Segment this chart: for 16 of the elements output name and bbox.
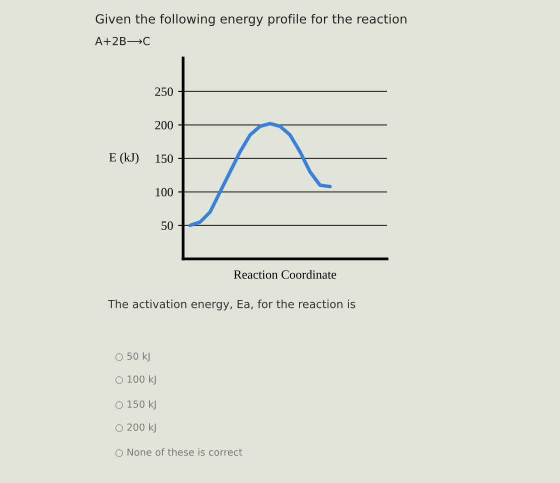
y-tick-label: 250 [155,87,173,96]
y-tick-label: 150 [156,154,173,163]
text: ○ None of these is correct [116,448,242,457]
text: ○ 200 kJ [116,423,156,433]
text: The activation energy, Ea, for the reaction is [108,300,356,310]
chart-subtitle: A+2B⟶C [95,36,150,46]
text: ○ 100 kJ [116,375,156,385]
y-axis-title: E (kJ) [109,152,139,164]
y-tick-label: 200 [155,120,173,130]
x-axis-title: Reaction Coordinate [234,270,336,279]
y-tick-label: 50 [162,221,173,230]
chart-title: Given the following energy profile for the reaction [96,14,406,26]
text: ○ 150 kJ [116,400,156,410]
text: ○ 50 kJ [116,352,150,362]
line-series [188,122,332,228]
y-tick-label: 100 [156,188,173,196]
